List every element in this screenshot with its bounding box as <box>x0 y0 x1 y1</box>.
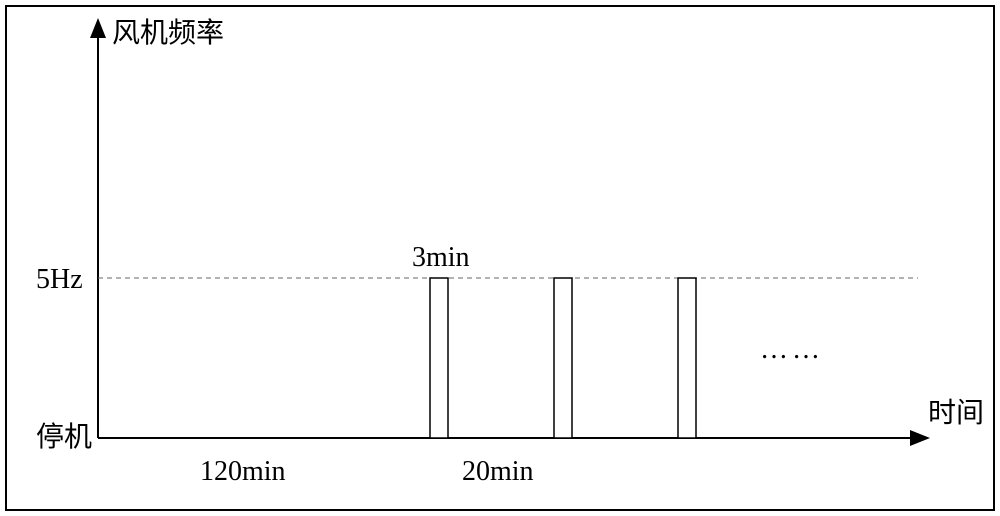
figure-border <box>6 6 994 510</box>
axes <box>90 18 930 446</box>
gap-duration-label: 20min <box>462 456 534 487</box>
y-origin-label: 停机 <box>36 421 92 453</box>
pulse-bars <box>430 278 696 438</box>
x-axis-arrow <box>910 430 930 446</box>
pulse-bar <box>554 278 572 438</box>
y-tick-5hz: 5Hz <box>36 264 83 295</box>
x-axis-title: 时间 <box>928 397 984 429</box>
idle-duration-label: 120min <box>200 456 286 487</box>
continuation-dots: …… <box>760 334 824 365</box>
y-axis-title: 风机频率 <box>112 17 224 49</box>
pulse-duration-label: 3min <box>412 242 470 273</box>
pulse-bar <box>678 278 696 438</box>
pulse-bar <box>430 278 448 438</box>
y-axis-arrow <box>90 18 106 38</box>
